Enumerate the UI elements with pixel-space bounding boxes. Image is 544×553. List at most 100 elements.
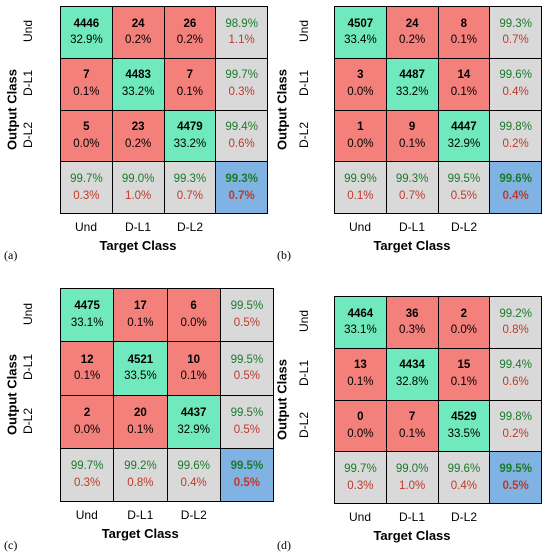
cell-accuracy: 99.3% (225, 172, 258, 185)
panel-label: (c) (4, 538, 18, 552)
cell-error: 1.0% (399, 479, 426, 492)
cell-accuracy: 99.7% (225, 69, 258, 82)
cell-percentage: 0.1% (176, 86, 203, 99)
cell-count: 36 (405, 307, 419, 320)
column-tick-label: D-L2 (180, 508, 207, 522)
cell-percentage: 0.1% (450, 376, 477, 389)
cell-count: 4479 (177, 121, 203, 134)
cell-error: 0.5% (233, 476, 260, 489)
x-axis-label: Target Class (373, 528, 451, 543)
cell-count: 4447 (451, 121, 477, 134)
cell-count: 24 (405, 17, 419, 30)
cell-count: 4464 (347, 307, 374, 320)
cell-percentage: 0.2% (125, 34, 152, 47)
misclassified-cell: 3 0.0% (335, 58, 386, 110)
panel-label: (b) (277, 248, 291, 262)
cell-accuracy: 99.5% (230, 300, 264, 313)
row-tick-label: D-L2 (21, 407, 35, 434)
cell-accuracy: 99.6% (447, 462, 481, 475)
misclassified-cell: 15 0.1% (438, 348, 490, 400)
cell-percentage: 0.1% (347, 376, 374, 389)
column-summary-cell: 99.6% 0.4% (167, 448, 220, 501)
row-tick-label: D-L1 (297, 360, 311, 387)
cell-error: 0.3% (74, 476, 101, 489)
cell-error: 0.3% (347, 479, 374, 492)
cell-error: 0.4% (502, 189, 529, 202)
cell-percentage: 33.5% (124, 370, 157, 383)
cell-count: 4446 (73, 17, 100, 30)
cell-accuracy: 99.2% (124, 460, 157, 473)
misclassified-cell: 7 0.1% (61, 58, 112, 110)
misclassified-cell: 24 0.2% (112, 7, 164, 58)
cell-error: 0.5% (233, 423, 260, 436)
row-summary-cell: 99.8% 0.2% (490, 400, 541, 452)
cell-error: 0.6% (502, 376, 529, 389)
misclassified-cell: 20 0.1% (114, 395, 167, 448)
cell-percentage: 0.1% (74, 370, 101, 383)
cell-count: 4529 (451, 411, 477, 424)
misclassified-cell: 7 0.1% (164, 58, 216, 110)
cell-error: 0.8% (502, 324, 529, 337)
cell-count: 2 (460, 307, 468, 320)
cell-percentage: 33.2% (173, 137, 207, 150)
cell-percentage: 32.9% (70, 34, 103, 47)
misclassified-cell: 8 0.1% (438, 7, 490, 58)
column-tick-label: D-L1 (124, 220, 151, 234)
correct-cell: 4483 33.2% (112, 58, 164, 110)
column-summary-cell: 99.7% 0.3% (61, 162, 112, 213)
cell-accuracy: 99.0% (395, 462, 429, 475)
cell-count: 15 (457, 359, 471, 372)
cell-count: 17 (133, 300, 147, 313)
cell-accuracy: 99.7% (344, 462, 377, 475)
cell-percentage: 0.1% (127, 423, 154, 436)
cell-count: 2 (83, 406, 91, 419)
cell-error: 0.5% (450, 189, 477, 202)
cell-percentage: 32.9% (177, 423, 210, 436)
row-summary-cell: 99.2% 0.8% (490, 297, 541, 348)
cell-count: 10 (187, 353, 201, 366)
row-tick-label: Und (297, 20, 311, 43)
cell-percentage: 33.1% (70, 317, 104, 330)
misclassified-cell: 17 0.1% (114, 289, 167, 342)
row-tick-label: D-L2 (297, 122, 311, 149)
cell-error: 0.4% (502, 86, 529, 99)
row-tick-label: D-L2 (297, 412, 311, 439)
misclassified-cell: 2 0.0% (438, 297, 490, 348)
row-summary-cell: 99.5% 0.5% (220, 395, 273, 448)
misclassified-cell: 0 0.0% (335, 400, 386, 452)
column-summary-cell: 99.3% 0.7% (386, 162, 438, 213)
cell-count: 12 (80, 353, 94, 366)
correct-cell: 4487 33.2% (386, 58, 438, 110)
cell-percentage: 0.0% (180, 317, 207, 330)
row-summary-cell: 99.4% 0.6% (490, 348, 541, 400)
cell-count: 4437 (180, 406, 207, 419)
cell-percentage: 0.2% (399, 34, 426, 47)
column-tick-label: D-L2 (450, 220, 477, 234)
overall-accuracy-cell: 99.5% 0.5% (220, 448, 273, 501)
row-summary-cell: 99.3% 0.7% (490, 7, 541, 58)
panel-label: (d) (277, 538, 291, 552)
row-tick-label: Und (21, 302, 35, 325)
cell-percentage: 0.1% (399, 137, 426, 150)
row-summary-cell: 99.7% 0.3% (216, 58, 267, 110)
cell-count: 4521 (127, 353, 154, 366)
cell-error: 0.3% (228, 86, 255, 99)
cell-count: 6 (190, 300, 197, 313)
cell-count: 0 (357, 411, 364, 424)
cell-count: 7 (83, 69, 90, 82)
correct-cell: 4437 32.9% (167, 395, 220, 448)
cell-percentage: 0.1% (127, 317, 154, 330)
cell-accuracy: 99.6% (499, 69, 532, 82)
misclassified-cell: 5 0.0% (61, 110, 112, 162)
cell-percentage: 33.2% (121, 86, 155, 99)
cell-accuracy: 99.2% (499, 307, 532, 320)
cell-percentage: 32.9% (447, 137, 481, 150)
cell-error: 0.4% (450, 479, 477, 492)
cell-error: 0.1% (347, 189, 374, 202)
column-tick-label: Und (75, 508, 98, 522)
misclassified-cell: 10 0.1% (167, 342, 220, 395)
cell-accuracy: 99.3% (499, 17, 532, 30)
cell-accuracy: 99.7% (70, 172, 103, 185)
cell-error: 0.2% (502, 427, 529, 440)
column-summary-cell: 99.5% 0.5% (438, 162, 490, 213)
